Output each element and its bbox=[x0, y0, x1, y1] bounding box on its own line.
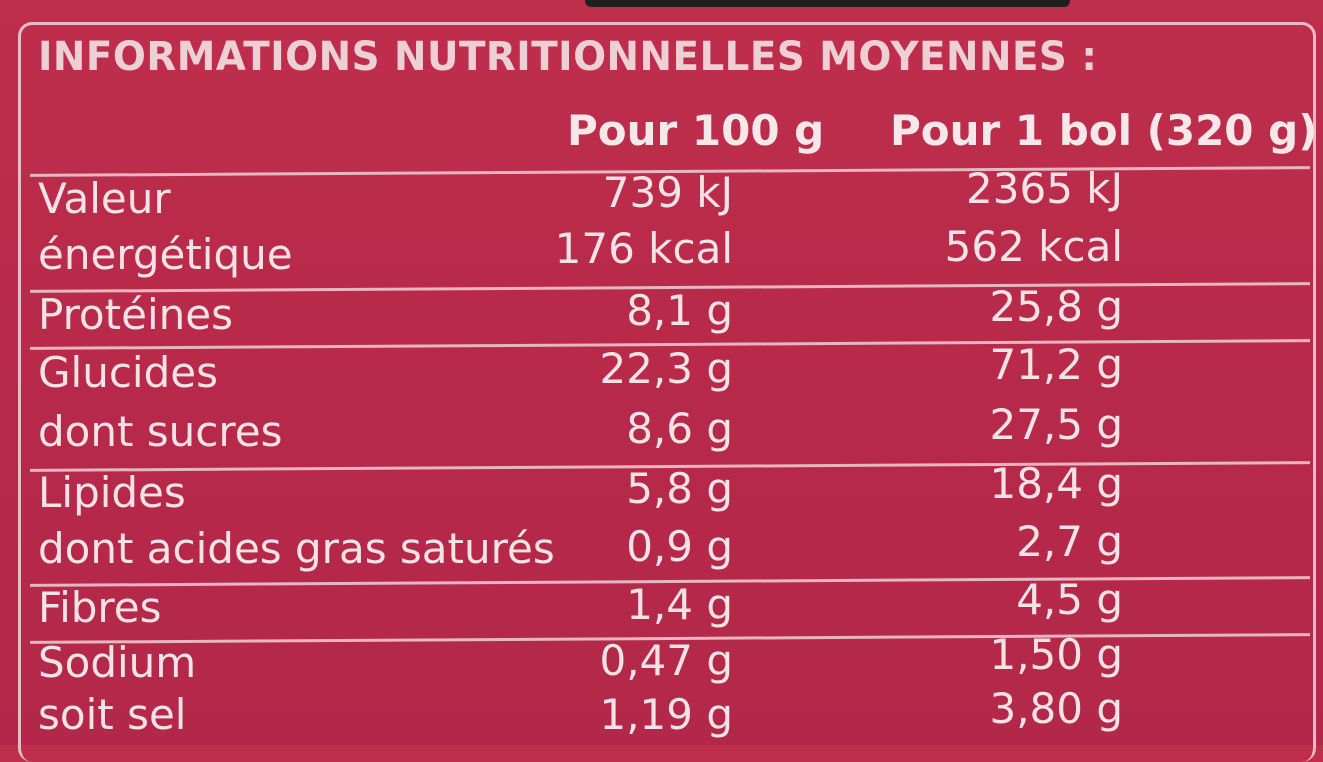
saturated-fats-per-100g: 0,9 g bbox=[626, 522, 733, 571]
row-label-energy-2: énergétique bbox=[38, 230, 293, 279]
proteins-per-bowl: 25,8 g bbox=[989, 282, 1123, 331]
package-top-edge bbox=[585, 0, 1070, 7]
fats-per-100g: 5,8 g bbox=[626, 464, 733, 513]
row-label-salt: soit sel bbox=[38, 690, 187, 739]
row-label-fats: Lipides bbox=[38, 468, 186, 517]
salt-per-100g: 1,19 g bbox=[599, 690, 733, 739]
nutrition-panel-border bbox=[18, 22, 1316, 762]
column-header-per-100g: Pour 100 g bbox=[567, 106, 825, 155]
carbs-per-100g: 22,3 g bbox=[599, 344, 733, 393]
sodium-per-bowl: 1,50 g bbox=[989, 630, 1123, 679]
sugars-per-100g: 8,6 g bbox=[626, 404, 733, 453]
row-label-carbs: Glucides bbox=[38, 348, 218, 397]
column-header-per-bowl: Pour 1 bol (320 g) bbox=[890, 106, 1318, 155]
fibres-per-bowl: 4,5 g bbox=[1016, 575, 1123, 624]
salt-per-bowl: 3,80 g bbox=[989, 684, 1123, 733]
saturated-fats-per-bowl: 2,7 g bbox=[1016, 517, 1123, 566]
sodium-per-100g: 0,47 g bbox=[599, 636, 733, 685]
energy-kj-per-100g: 739 kJ bbox=[602, 168, 733, 217]
sugars-per-bowl: 27,5 g bbox=[989, 400, 1123, 449]
row-label-sodium: Sodium bbox=[38, 638, 197, 687]
row-label-sugars: dont sucres bbox=[38, 407, 283, 456]
fats-per-bowl: 18,4 g bbox=[989, 459, 1123, 508]
energy-kcal-per-100g: 176 kcal bbox=[554, 224, 733, 273]
carbs-per-bowl: 71,2 g bbox=[989, 340, 1123, 389]
row-label-proteins: Protéines bbox=[38, 290, 233, 339]
row-label-fibres: Fibres bbox=[38, 583, 162, 632]
energy-kj-per-bowl: 2365 kJ bbox=[966, 164, 1123, 213]
panel-title: INFORMATIONS NUTRITIONNELLES MOYENNES : bbox=[38, 34, 1098, 80]
row-label-energy: Valeur bbox=[38, 174, 171, 223]
proteins-per-100g: 8,1 g bbox=[626, 286, 733, 335]
energy-kcal-per-bowl: 562 kcal bbox=[944, 222, 1123, 271]
row-label-saturated-fats: dont acides gras saturés bbox=[38, 524, 555, 573]
fibres-per-100g: 1,4 g bbox=[626, 580, 733, 629]
